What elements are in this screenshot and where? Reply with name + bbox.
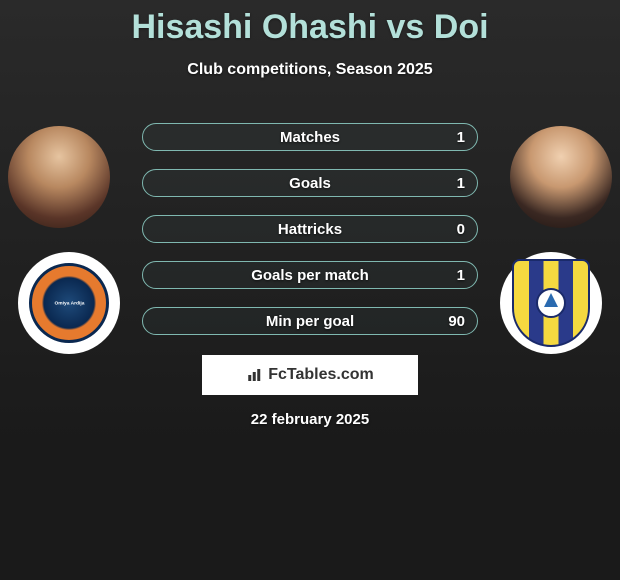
page-title: Hisashi Ohashi vs Doi xyxy=(0,0,620,47)
stat-label: Goals per match xyxy=(143,267,477,284)
stat-label: Matches xyxy=(143,129,477,146)
bar-chart-icon xyxy=(246,366,264,384)
stat-label: Min per goal xyxy=(143,313,477,330)
stat-right-value: 0 xyxy=(441,221,465,238)
player-right-avatar xyxy=(510,126,612,228)
stat-right-value: 1 xyxy=(441,175,465,192)
club-right-crest xyxy=(512,259,590,347)
stat-right-value: 90 xyxy=(441,313,465,330)
club-left-crest: Omiya Ardija xyxy=(29,263,109,343)
comparison-card: Hisashi Ohashi vs Doi Club competitions,… xyxy=(0,0,620,448)
crest-right-icon xyxy=(531,283,571,323)
watermark-text: FcTables.com xyxy=(268,366,374,384)
player-left-avatar xyxy=(8,126,110,228)
club-left-badge: Omiya Ardija xyxy=(18,252,120,354)
generated-date: 22 february 2025 xyxy=(0,411,620,428)
stat-right-value: 1 xyxy=(441,267,465,284)
stat-label: Goals xyxy=(143,175,477,192)
club-left-label: Omiya Ardija xyxy=(54,301,84,306)
stat-label: Hattricks xyxy=(143,221,477,238)
watermark[interactable]: FcTables.com xyxy=(202,355,418,395)
stat-row-goals: Goals 1 xyxy=(142,169,478,197)
stat-row-goals-per-match: Goals per match 1 xyxy=(142,261,478,289)
page-subtitle: Club competitions, Season 2025 xyxy=(0,61,620,79)
stat-right-value: 1 xyxy=(441,129,465,146)
stat-row-min-per-goal: Min per goal 90 xyxy=(142,307,478,335)
stat-row-hattricks: Hattricks 0 xyxy=(142,215,478,243)
stat-row-matches: Matches 1 xyxy=(142,123,478,151)
club-right-badge xyxy=(500,252,602,354)
